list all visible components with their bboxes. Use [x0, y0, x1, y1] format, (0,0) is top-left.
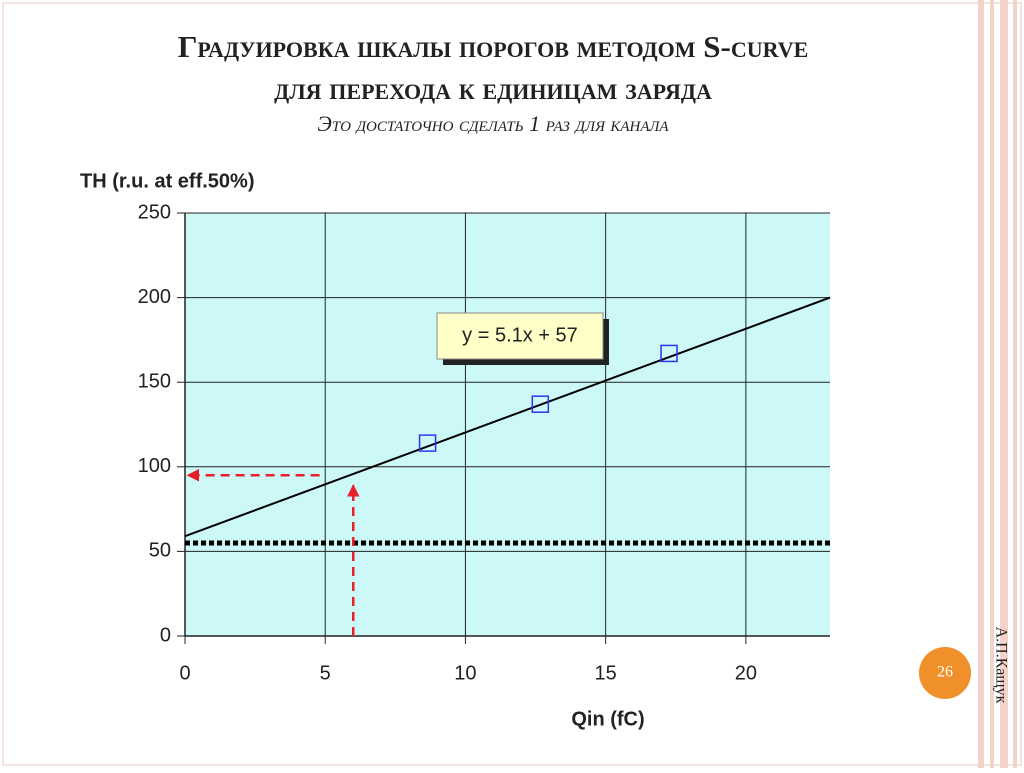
data-point — [660, 344, 678, 363]
y-tick-label: 150 — [138, 370, 171, 392]
page-badge — [919, 647, 971, 699]
author: А.П.Кащук — [992, 627, 1009, 704]
y-axis-title: TH (r.u. at eff.50%) — [80, 170, 254, 192]
subtitle: Это достаточно сделать 1 раз для канала — [317, 111, 669, 136]
stripe — [978, 0, 984, 768]
stripe — [1000, 0, 1008, 768]
x-tick-label: 20 — [735, 662, 757, 684]
y-tick-label: 50 — [149, 540, 171, 562]
title-line: Градуировка шкалы порогов методом S-curv… — [178, 29, 809, 64]
x-tick-label: 0 — [179, 662, 190, 684]
x-tick-label: 5 — [320, 662, 331, 684]
x-tick-label: 10 — [454, 662, 476, 684]
trendline — [184, 296, 831, 538]
x-axis-title: Qin (fC) — [571, 708, 644, 730]
data-point — [418, 434, 437, 452]
y-tick-label: 100 — [138, 455, 171, 477]
trend-label: y = 5.1x + 57 — [462, 324, 578, 346]
plot-area — [185, 213, 830, 636]
x-tick-label: 15 — [595, 662, 617, 684]
page-number: 26 — [937, 664, 953, 681]
y-tick-label: 200 — [138, 286, 171, 308]
stripe — [1013, 0, 1017, 768]
stripe — [990, 0, 994, 768]
title-line: для перехода к единицам заряда — [274, 71, 712, 106]
y-tick-label: 0 — [160, 624, 171, 646]
y-tick-label: 250 — [138, 201, 171, 223]
data-point — [531, 395, 550, 413]
label-box — [436, 312, 604, 360]
chart: 0 50 100 150 200 250 0 5 10 15 20 TH (r.u. at eff.5… — [80, 170, 831, 730]
